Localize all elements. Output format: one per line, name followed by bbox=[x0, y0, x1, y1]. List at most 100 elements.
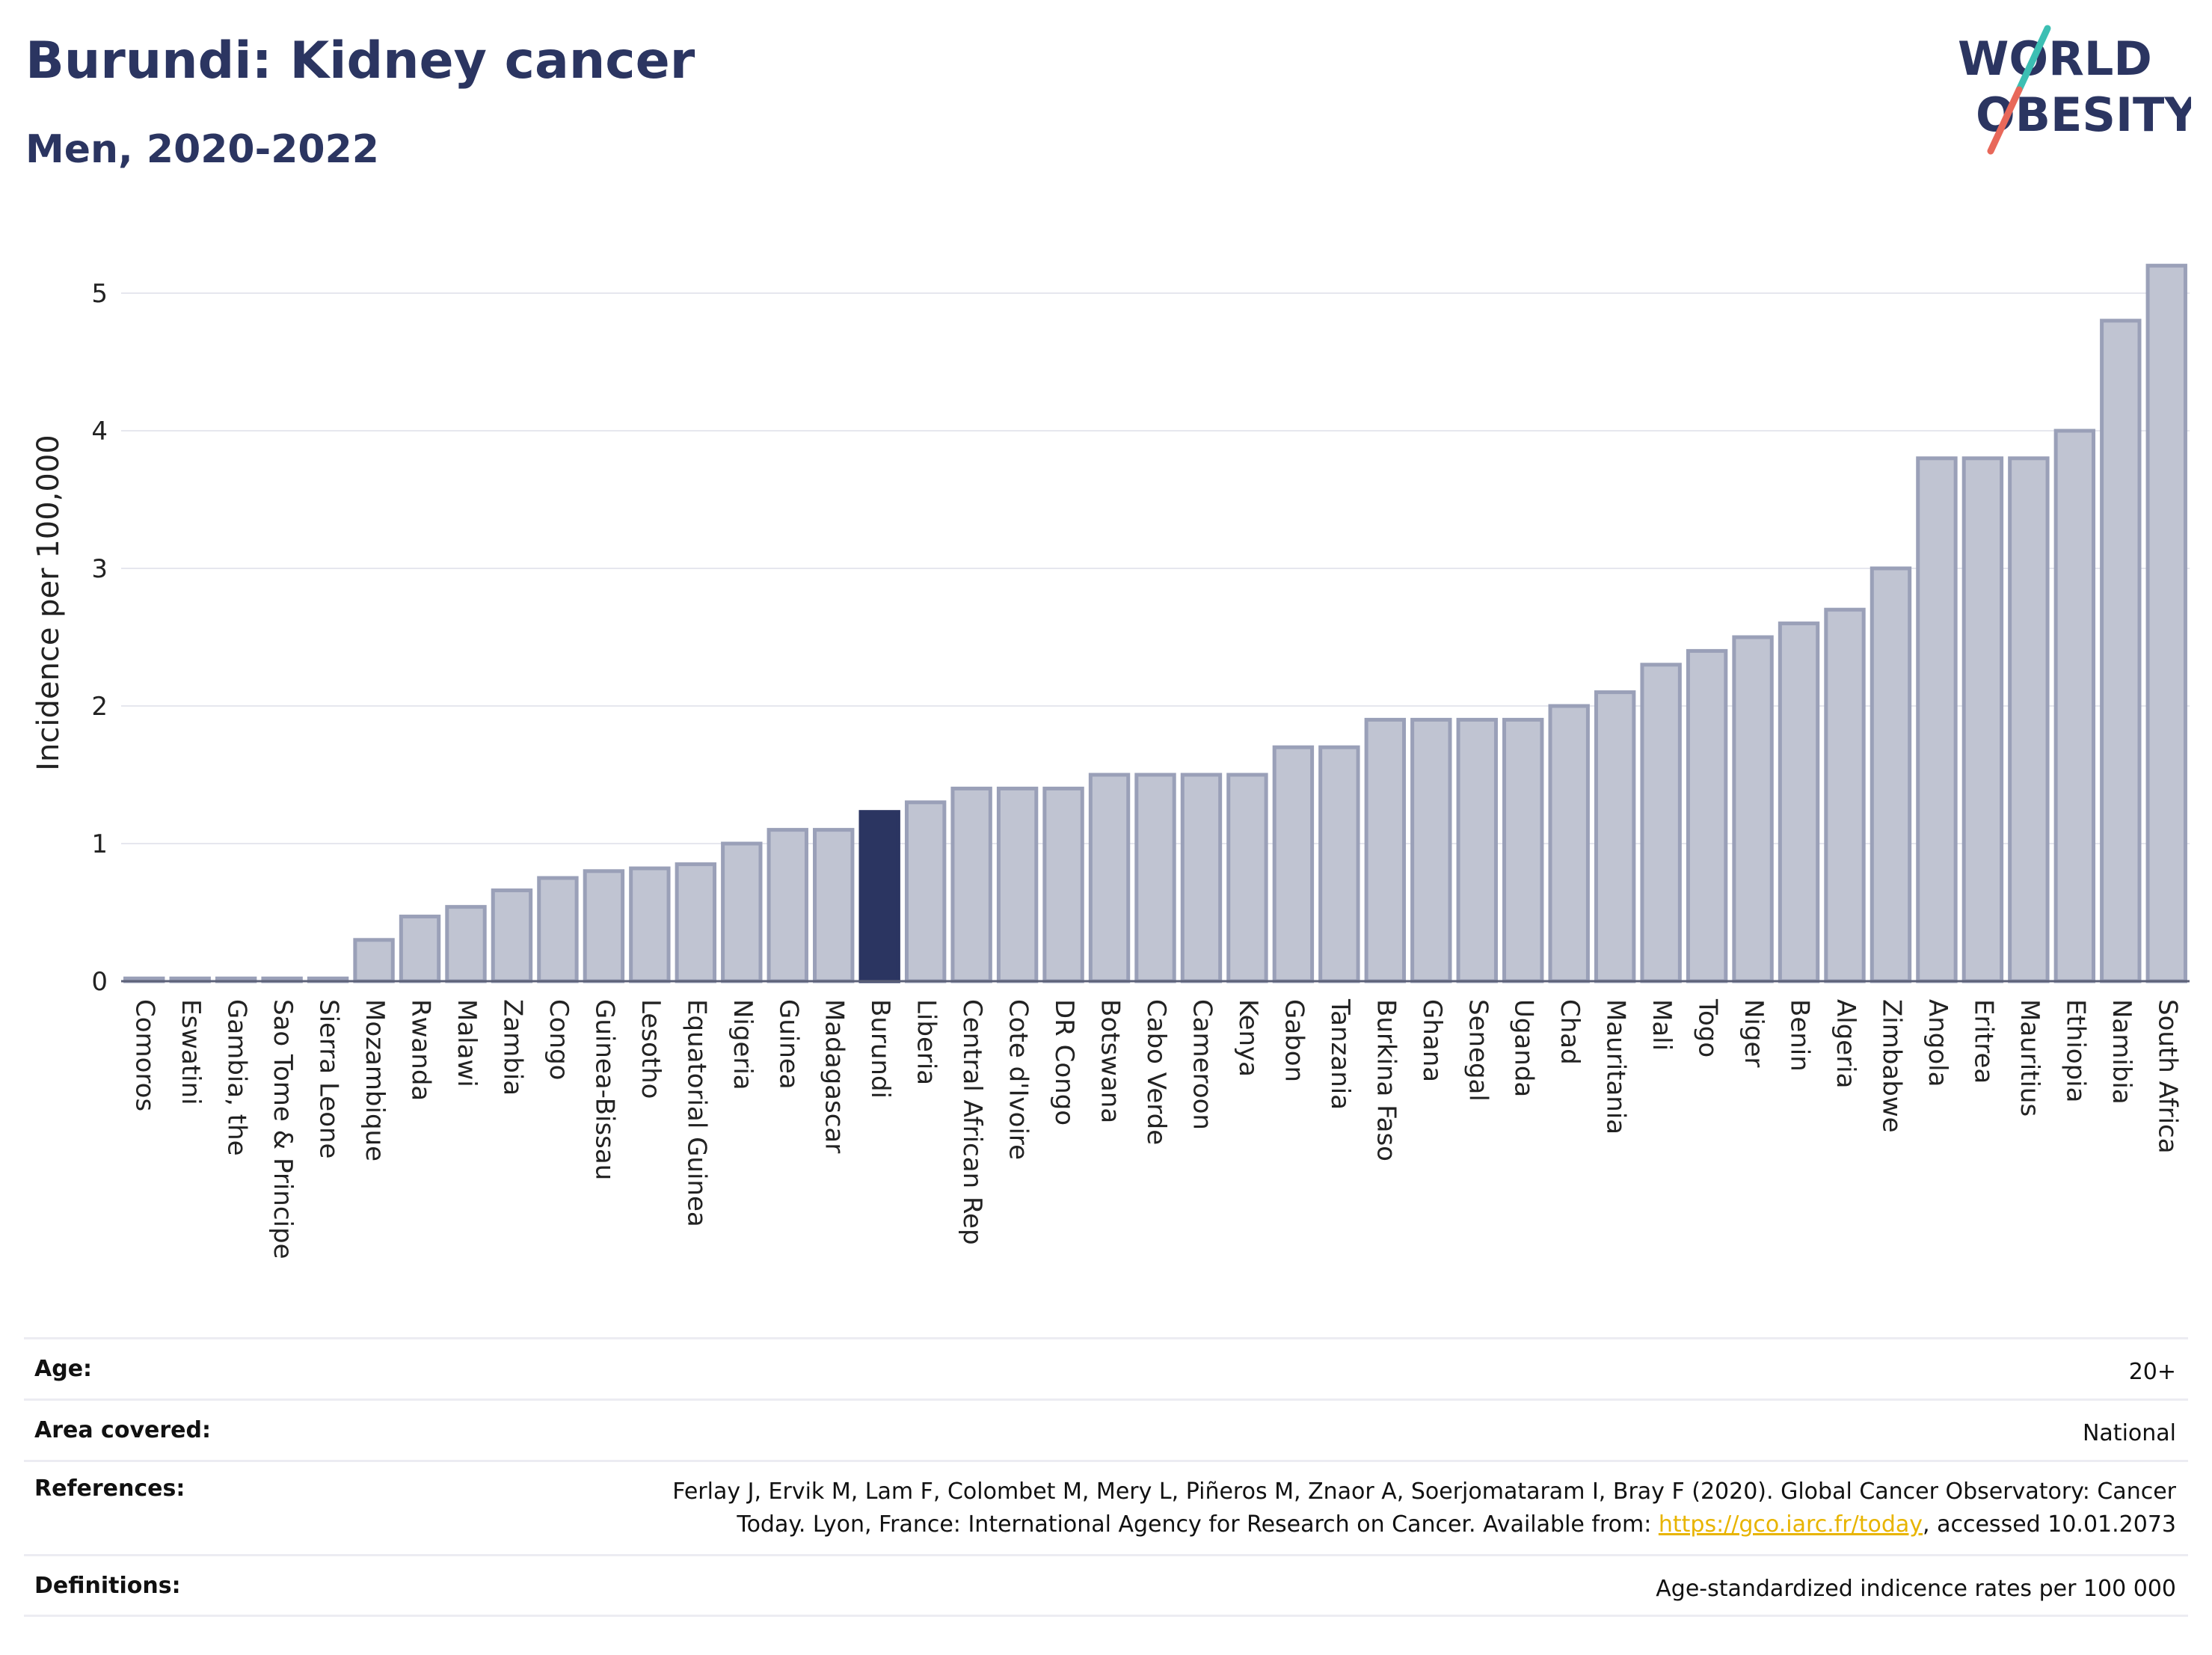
bar bbox=[1364, 717, 1407, 983]
bar bbox=[996, 786, 1039, 983]
y-tick-label: 1 bbox=[91, 829, 108, 859]
chart-subtitle: Men, 2020-2022 bbox=[25, 127, 379, 172]
x-tick-label: Burundi bbox=[865, 999, 895, 1099]
y-tick-label: 4 bbox=[91, 417, 108, 446]
bar bbox=[353, 938, 395, 983]
bars bbox=[123, 263, 2187, 983]
meta-row-references: References: Ferlay J, Ervik M, Lam F, Co… bbox=[24, 1460, 2188, 1554]
y-tick-label: 5 bbox=[91, 279, 108, 309]
x-tick-label: Ethiopia bbox=[2060, 999, 2090, 1102]
bar bbox=[1824, 607, 1866, 983]
logo-line1: WORLD bbox=[1958, 31, 2152, 86]
bar bbox=[1134, 773, 1176, 983]
x-tick-label: Madagascar bbox=[820, 999, 850, 1153]
bar bbox=[2100, 319, 2142, 983]
x-tick-label: Mozambique bbox=[360, 999, 390, 1161]
x-tick-label: Lesotho bbox=[636, 999, 666, 1099]
x-tick-label: Senegal bbox=[1463, 999, 1493, 1102]
bar bbox=[1686, 648, 1728, 983]
bar bbox=[813, 828, 855, 983]
bar bbox=[858, 810, 900, 983]
x-tick-label: Botswana bbox=[1096, 999, 1125, 1123]
x-tick-label: South Africa bbox=[2152, 999, 2182, 1154]
bar bbox=[1594, 690, 1636, 983]
x-tick-label: Nigeria bbox=[728, 999, 758, 1090]
x-tick-label: Zambia bbox=[497, 999, 527, 1096]
x-tick-label: Mauritania bbox=[1601, 999, 1631, 1134]
axes: 0 1 2 3 4 5 Comoros Eswatini Gambia, the Sao Tome… bbox=[91, 279, 2190, 1259]
y-tick-label: 3 bbox=[91, 554, 108, 584]
definitions-value: Age-standardized indicence rates per 100… bbox=[1656, 1576, 2176, 1602]
bar bbox=[1548, 704, 1590, 983]
references-line2: Today. Lyon, France: International Agenc… bbox=[672, 1508, 2176, 1541]
x-tick-label: Sao Tome & Principe bbox=[268, 999, 298, 1259]
x-tick-label: Chad bbox=[1555, 999, 1585, 1065]
bar bbox=[2053, 429, 2096, 983]
bar bbox=[1410, 717, 1452, 983]
references-link[interactable]: https://gco.iarc.fr/today bbox=[1658, 1511, 1923, 1538]
meta-row-area: Area covered: National bbox=[24, 1398, 2188, 1460]
references-value: Ferlay J, Ervik M, Lam F, Colombet M, Me… bbox=[672, 1476, 2188, 1541]
y-axis-label: Incidence per 100,000 bbox=[31, 435, 66, 771]
x-tick-label: Central African Rep bbox=[957, 999, 987, 1245]
bar bbox=[1916, 456, 1958, 983]
x-tick-label: Comoros bbox=[130, 999, 160, 1111]
bar bbox=[1961, 456, 2004, 983]
x-tick-label: Congo bbox=[544, 999, 574, 1080]
x-tick-label: Cabo Verde bbox=[1141, 999, 1171, 1145]
bar bbox=[1640, 663, 1682, 983]
x-tick-label: Guinea bbox=[773, 999, 803, 1090]
bar bbox=[583, 869, 625, 983]
x-tick-label: Malawi bbox=[452, 999, 482, 1087]
bar bbox=[1226, 773, 1268, 983]
x-tick-label: Algeria bbox=[1831, 999, 1861, 1088]
age-label: Age: bbox=[34, 1356, 93, 1382]
bar bbox=[537, 876, 579, 983]
bar bbox=[950, 786, 992, 983]
bar bbox=[1180, 773, 1223, 983]
x-tick-label: DR Congo bbox=[1049, 999, 1079, 1126]
x-tick-label: Kenya bbox=[1233, 999, 1263, 1077]
area-value: National bbox=[2082, 1420, 2176, 1446]
bar bbox=[1778, 621, 1820, 983]
bar bbox=[2008, 456, 2050, 983]
bar bbox=[399, 915, 441, 983]
references-label: References: bbox=[34, 1476, 185, 1502]
references-line2-post: , accessed 10.01.2073 bbox=[1923, 1511, 2176, 1538]
definitions-label: Definitions: bbox=[34, 1573, 181, 1599]
chart-title: Burundi: Kidney cancer bbox=[25, 31, 695, 90]
x-tick-label: Equatorial Guinea bbox=[681, 999, 711, 1227]
age-value: 20+ bbox=[2128, 1359, 2176, 1385]
bar bbox=[1870, 566, 1912, 983]
x-tick-label: Rwanda bbox=[406, 999, 436, 1101]
x-tick-label: Uganda bbox=[1509, 999, 1539, 1097]
x-tick-label: Liberia bbox=[912, 999, 941, 1085]
bar bbox=[1272, 745, 1315, 983]
metadata-table: Age: 20+ Area covered: National Referenc… bbox=[24, 1337, 2188, 1617]
bar bbox=[1318, 745, 1360, 983]
bar bbox=[1456, 717, 1498, 983]
bar bbox=[2145, 263, 2187, 983]
x-tick-label: Gambia, the bbox=[222, 999, 252, 1156]
bar-chart: 0 1 2 3 4 5 Comoros Eswatini Gambia, the Sao Tome… bbox=[31, 263, 2190, 1259]
x-tick-label: Togo bbox=[1693, 998, 1723, 1057]
meta-row-age: Age: 20+ bbox=[24, 1337, 2188, 1398]
x-tick-label: Gabon bbox=[1279, 999, 1309, 1082]
x-tick-label: Angola bbox=[1923, 999, 1953, 1087]
bar bbox=[491, 888, 533, 983]
x-tick-label: Eritrea bbox=[1968, 999, 1998, 1084]
bar bbox=[1502, 717, 1544, 983]
references-line2-pre: Today. Lyon, France: International Agenc… bbox=[737, 1511, 1659, 1538]
x-tick-label: Eswatini bbox=[176, 999, 206, 1105]
bar bbox=[675, 862, 717, 983]
x-tick-label: Mauritius bbox=[2015, 999, 2044, 1117]
logo-slash-bottom-icon bbox=[1987, 86, 2023, 155]
x-tick-label: Mali bbox=[1647, 999, 1677, 1051]
logo-slash-top-icon bbox=[2015, 25, 2051, 93]
x-tick-label: Guinea-Bissau bbox=[589, 999, 619, 1180]
meta-row-definitions: Definitions: Age-standardized indicence … bbox=[24, 1554, 2188, 1617]
x-tick-label: Zimbabwe bbox=[1876, 999, 1906, 1133]
x-tick-label: Ghana bbox=[1417, 999, 1447, 1082]
bar bbox=[629, 866, 671, 983]
x-tick-label: Tanzania bbox=[1325, 998, 1355, 1110]
